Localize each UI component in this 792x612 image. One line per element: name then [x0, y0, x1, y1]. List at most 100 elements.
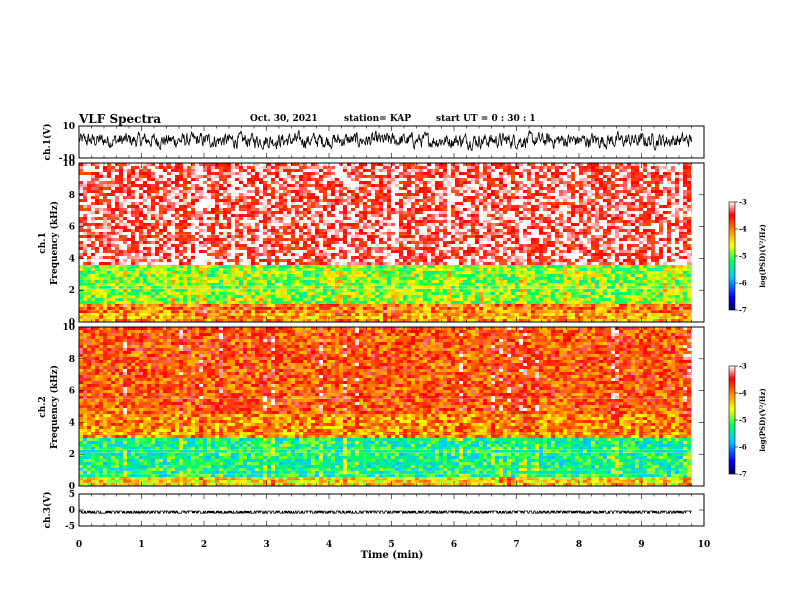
- spectrogram-cell: [367, 313, 371, 316]
- spectrogram-cell: [451, 238, 455, 241]
- spectrogram-cell: [247, 232, 251, 235]
- spectrogram-cell: [143, 292, 147, 295]
- spectrogram-cell: [407, 319, 411, 322]
- spectrogram-cell: [187, 220, 191, 223]
- spectrogram-cell: [423, 310, 427, 313]
- spectrogram-cell: [203, 244, 207, 247]
- spectrogram-cell: [167, 289, 171, 292]
- spectrogram-cell: [111, 187, 115, 190]
- spectrogram-cell: [103, 220, 107, 223]
- spectrogram-cell: [183, 238, 187, 241]
- spectrogram-cell: [223, 223, 227, 226]
- spectrogram-cell: [387, 307, 391, 310]
- spectrogram-cell: [275, 286, 279, 289]
- spectrogram-cell: [431, 253, 435, 256]
- spectrogram-cell: [443, 172, 447, 175]
- spectrogram-cell: [327, 286, 331, 289]
- spectrogram-cell: [315, 226, 319, 229]
- spectrogram-cell: [151, 298, 155, 301]
- spectrogram-cell: [423, 163, 427, 166]
- spectrogram-cell: [319, 223, 323, 226]
- spectrogram-cell: [155, 196, 159, 199]
- spectrogram-cell: [359, 316, 363, 319]
- spectrogram-cell: [287, 256, 291, 259]
- spectrogram-cell: [247, 268, 251, 271]
- spectrogram-cell: [279, 277, 283, 280]
- spectrogram-cell: [419, 163, 423, 166]
- spectrogram-cell: [219, 271, 223, 274]
- spectrogram-cell: [435, 163, 439, 166]
- spectrogram-cell: [255, 181, 259, 184]
- spectrogram-cell: [91, 316, 95, 319]
- spectrogram-cell: [107, 310, 111, 313]
- spectrogram-cell: [175, 199, 179, 202]
- spectrogram-cell: [419, 250, 423, 253]
- spectrogram-cell: [255, 226, 259, 229]
- spectrogram-cell: [235, 223, 239, 226]
- spectrogram-cell: [371, 286, 375, 289]
- spectrogram-cell: [343, 298, 347, 301]
- spectrogram-cell: [375, 295, 379, 298]
- spectrogram-cell: [219, 208, 223, 211]
- spectrogram-cell: [303, 226, 307, 229]
- spectrogram-cell: [319, 163, 323, 166]
- spectrogram-cell: [299, 277, 303, 280]
- spectrogram-cell: [387, 250, 391, 253]
- spectrogram-cell: [355, 193, 359, 196]
- spectrogram-cell: [95, 229, 99, 232]
- spectrogram-cell: [251, 190, 255, 193]
- spectrogram-cell: [251, 307, 255, 310]
- spectrogram-cell: [315, 205, 319, 208]
- spectrogram-cell: [211, 307, 215, 310]
- spectrogram-cell: [83, 295, 87, 298]
- spectrogram-cell: [355, 217, 359, 220]
- spectrogram-cell: [383, 223, 387, 226]
- spectrogram-cell: [427, 184, 431, 187]
- spectrogram-cell: [131, 253, 135, 256]
- spectrogram-cell: [263, 193, 267, 196]
- spectrogram-cell: [299, 253, 303, 256]
- spectrogram-cell: [211, 187, 215, 190]
- spectrogram-cell: [163, 193, 167, 196]
- spectrogram-cell: [83, 307, 87, 310]
- spectrogram-cell: [427, 211, 431, 214]
- spectrogram-cell: [159, 313, 163, 316]
- spectrogram-cell: [307, 262, 311, 265]
- spectrogram-cell: [427, 289, 431, 292]
- spectrogram-cell: [403, 220, 407, 223]
- spectrogram-cell: [243, 298, 247, 301]
- spectrogram-cell: [247, 301, 251, 304]
- spectrogram-cell: [183, 244, 187, 247]
- spectrogram-cell: [195, 163, 199, 166]
- spectrogram-cell: [319, 232, 323, 235]
- spectrogram-cell: [363, 226, 367, 229]
- spectrogram-cell: [319, 298, 323, 301]
- spectrogram-cell: [367, 190, 371, 193]
- spectrogram-cell: [403, 205, 407, 208]
- spectrogram-cell: [127, 241, 131, 244]
- spectrogram-cell: [283, 268, 287, 271]
- spectrogram-cell: [387, 274, 391, 277]
- spectrogram-cell: [99, 208, 103, 211]
- spectrogram-cell: [99, 211, 103, 214]
- spectrogram-cell: [423, 223, 427, 226]
- spectrogram-cell: [379, 211, 383, 214]
- spectrogram-cell: [127, 226, 131, 229]
- spectrogram-cell: [283, 205, 287, 208]
- spectrogram-cell: [327, 292, 331, 295]
- spectrogram-cell: [195, 304, 199, 307]
- spectrogram-cell: [231, 301, 235, 304]
- spectrogram-cell: [363, 232, 367, 235]
- spectrogram-cell: [279, 208, 283, 211]
- spectrogram-cell: [99, 193, 103, 196]
- spectrogram-cell: [339, 268, 343, 271]
- spectrogram-cell: [235, 181, 239, 184]
- spectrogram-cell: [451, 244, 455, 247]
- spectrogram-cell: [83, 265, 87, 268]
- spectrogram-cell: [423, 313, 427, 316]
- spectrogram-cell: [127, 238, 131, 241]
- spectrogram-cell: [383, 178, 387, 181]
- spectrogram-cell: [415, 256, 419, 259]
- spectrogram-cell: [251, 226, 255, 229]
- spectrogram-cell: [127, 169, 131, 172]
